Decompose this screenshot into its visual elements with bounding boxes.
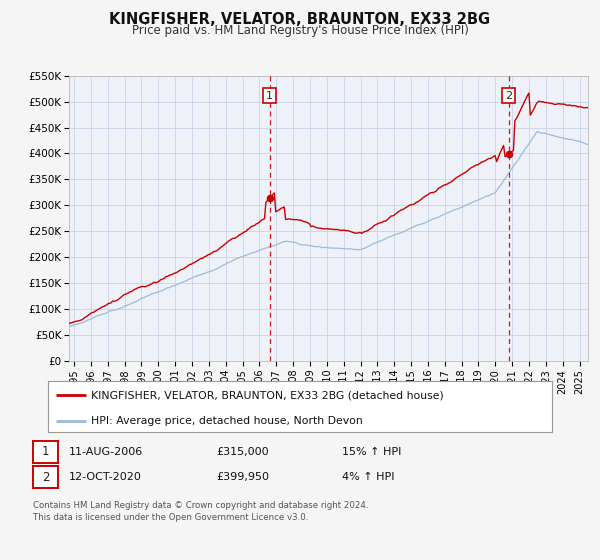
Text: HPI: Average price, detached house, North Devon: HPI: Average price, detached house, Nort… <box>91 416 362 426</box>
Text: 12-OCT-2020: 12-OCT-2020 <box>69 472 142 482</box>
Text: £315,000: £315,000 <box>216 447 269 457</box>
Text: 11-AUG-2006: 11-AUG-2006 <box>69 447 143 457</box>
Text: £399,950: £399,950 <box>216 472 269 482</box>
Text: Contains HM Land Registry data © Crown copyright and database right 2024.
This d: Contains HM Land Registry data © Crown c… <box>33 501 368 522</box>
Text: 15% ↑ HPI: 15% ↑ HPI <box>342 447 401 457</box>
Text: 1: 1 <box>42 445 49 459</box>
Text: Price paid vs. HM Land Registry's House Price Index (HPI): Price paid vs. HM Land Registry's House … <box>131 24 469 37</box>
Text: 2: 2 <box>505 91 512 101</box>
Text: 1: 1 <box>266 91 273 101</box>
Text: KINGFISHER, VELATOR, BRAUNTON, EX33 2BG: KINGFISHER, VELATOR, BRAUNTON, EX33 2BG <box>109 12 491 27</box>
Text: 2: 2 <box>42 470 49 484</box>
Text: KINGFISHER, VELATOR, BRAUNTON, EX33 2BG (detached house): KINGFISHER, VELATOR, BRAUNTON, EX33 2BG … <box>91 390 443 400</box>
Text: 4% ↑ HPI: 4% ↑ HPI <box>342 472 395 482</box>
